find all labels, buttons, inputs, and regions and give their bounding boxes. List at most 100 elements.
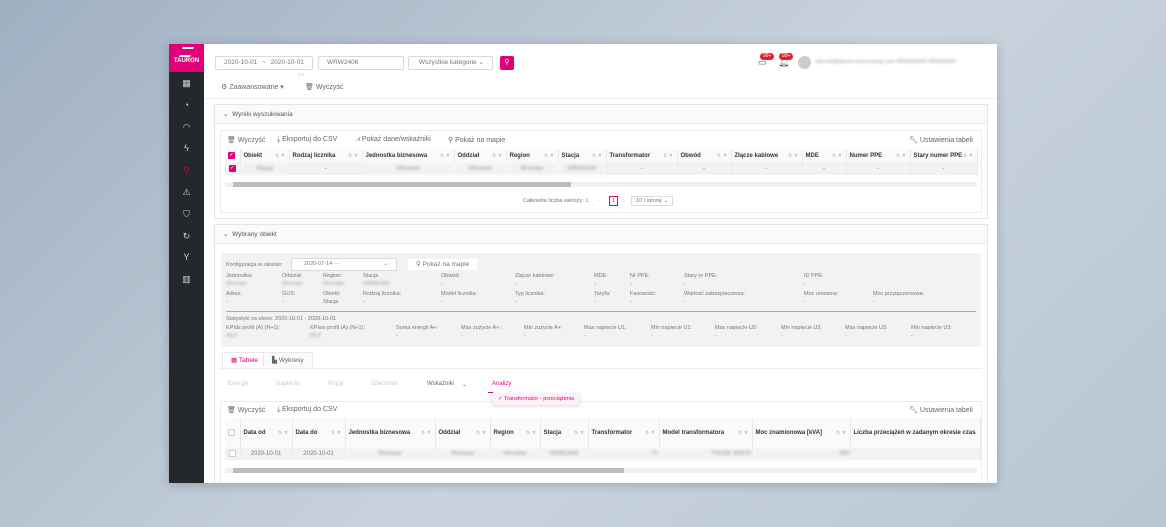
selected-object-header[interactable]: ⌄ Wybrany obiekt <box>215 225 987 244</box>
column-header[interactable]: Obiekt ⇅ ▼ <box>240 149 290 162</box>
clear-search-button[interactable]: 🗑 Wyczyść <box>305 83 343 91</box>
column-header[interactable]: Stary numer PPE ⇅ ▼ <box>910 149 978 162</box>
sort-filter-icon[interactable]: ⇅ ▼ <box>644 430 656 436</box>
config-select[interactable]: 2020-07-14 - - ⌄ <box>291 258 397 271</box>
scrollbar-thumb[interactable] <box>233 468 625 473</box>
tab-tables[interactable]: ▦ Tabele <box>222 352 268 367</box>
sort-filter-icon[interactable]: ⇅ ▼ <box>491 152 503 159</box>
sort-filter-icon[interactable]: ⇅ ▼ <box>835 430 847 436</box>
checkbox[interactable] <box>228 429 235 437</box>
page-size-select[interactable]: 10 / stronę ⌄ <box>631 196 674 206</box>
sub-tab-energie[interactable]: Energie <box>228 381 249 387</box>
table-settings-button[interactable]: 🔧︎ Ustawienia tabeli <box>909 136 973 144</box>
bell-icon[interactable]: 🔔︎ <box>778 57 790 67</box>
user-name[interactable]: blurred@tauron-processing.com 0000000000… <box>816 59 956 65</box>
column-header[interactable]: Transformator ⇅ ▼ <box>606 149 678 162</box>
column-header[interactable]: MDE ⇅ ▼ <box>802 149 847 162</box>
shield-icon[interactable]: ⛉ <box>183 208 190 219</box>
tauron-logo[interactable]: TAURON <box>169 44 204 72</box>
sort-filter-icon[interactable]: ⇅ ▼ <box>274 152 286 159</box>
column-header[interactable]: Region ⇅ ▼ <box>490 418 541 448</box>
column-header[interactable]: Jednostka biznesowa ⇅ ▼ <box>362 149 455 162</box>
row-checkbox-cell[interactable] <box>225 448 241 460</box>
column-header[interactable]: Obwód ⇅ ▼ <box>677 149 732 162</box>
messages-icon[interactable]: ▭ <box>758 57 767 67</box>
sort-filter-icon[interactable]: ⇅ ▼ <box>543 152 555 159</box>
search-button[interactable]: ⚲ <box>500 56 514 70</box>
analysis-export-button[interactable]: ⤓ Eksportuj do CSV <box>277 406 337 414</box>
date-range-picker[interactable]: 2020-10-01 ~ 2020-10-01 ▭ <box>215 56 313 78</box>
object-show-map-button[interactable]: ⚲ Pokaż na mapie <box>407 258 479 271</box>
show-data-button[interactable]: ⩘ Pokaż dane/wskaźniki <box>356 136 431 144</box>
column-header[interactable]: Oddział ⇅ ▼ <box>435 418 491 448</box>
show-map-button[interactable]: ⚲ Pokaż na mapie <box>448 136 505 144</box>
column-header[interactable]: Liczba przeciążeń w zadanym okresie czas <box>850 418 981 448</box>
warning-icon[interactable]: ⚠ <box>182 187 191 197</box>
column-header[interactable]: Oddział ⇅ ▼ <box>454 149 507 162</box>
table-row[interactable]: 2020-10-01 2020-10-01 Wrocław Wrocław Wrocła… <box>225 448 981 460</box>
sort-filter-icon[interactable]: ⇅ ▼ <box>716 152 728 159</box>
export-csv-button[interactable]: ⤓ Eksportuj do CSV <box>277 136 337 144</box>
category-select[interactable]: Wszystkie kategorie ⌄ <box>408 56 493 70</box>
date-to[interactable]: 2020-10-01 <box>270 59 304 66</box>
sort-filter-icon[interactable]: ⇅ ▼ <box>475 430 487 436</box>
row-checkbox-cell[interactable]: ✓ <box>225 162 241 175</box>
gauge-icon[interactable]: ◠ <box>182 121 191 132</box>
search-input[interactable]: WRW2406 <box>318 56 404 70</box>
select-all-checkbox[interactable]: ✓ <box>225 149 241 162</box>
column-header[interactable]: Data od ⇅ ▼ <box>240 418 293 448</box>
sort-filter-icon[interactable]: ⇅ ▼ <box>662 152 674 159</box>
sort-filter-icon[interactable]: ⇅ ▼ <box>420 430 432 436</box>
sub-tab-analizy[interactable]: Analizy <box>492 381 512 387</box>
map-icon[interactable]: ▥ <box>182 274 191 285</box>
column-header[interactable]: Stacja ⇅ ▼ <box>558 149 607 162</box>
analysis-settings-button[interactable]: 🔧︎ Ustawienia tabeli <box>909 406 973 414</box>
column-header[interactable]: Data do ⇅ ▼ <box>292 418 346 448</box>
date-from[interactable]: 2020-10-01 <box>224 59 258 66</box>
column-header[interactable]: Numer PPE ⇅ ▼ <box>846 149 911 162</box>
branch-icon[interactable]: Y <box>183 252 190 263</box>
horizontal-scrollbar[interactable] <box>225 468 977 473</box>
prev-page-icon[interactable]: ‹ <box>599 198 601 204</box>
column-header[interactable]: Złącze kablowe ⇅ ▼ <box>731 149 803 162</box>
sort-filter-icon[interactable]: ⇅ ▼ <box>962 152 974 159</box>
sort-filter-icon[interactable]: ⇅ ▼ <box>591 152 603 159</box>
next-page-icon[interactable]: › <box>623 198 625 204</box>
page-1[interactable]: 1 <box>609 196 619 206</box>
sort-filter-icon[interactable]: ⇅ ▼ <box>347 152 359 159</box>
refresh-icon[interactable]: ↻ <box>182 230 191 241</box>
column-header[interactable]: Jednostka biznesowa ⇅ ▼ <box>345 418 436 448</box>
checkbox[interactable] <box>228 450 236 458</box>
lightning-icon[interactable]: ϟ <box>184 143 189 154</box>
sub-tab-napięcia[interactable]: Napięcia <box>276 381 300 387</box>
column-header[interactable]: Transformator ⇅ ▼ <box>588 418 660 448</box>
tab-charts[interactable]: ▙ Wykresy <box>263 352 313 367</box>
table-row[interactable]: ✓ Stacja - Wrocław Wrocław Wrocław WRW2406- - - -… <box>225 162 978 175</box>
dashboard-icon[interactable]: ▦ <box>182 78 191 88</box>
column-header[interactable]: Region ⇅ ▼ <box>506 149 559 162</box>
advanced-toggle[interactable]: ⚙ Zaawansowane ▾ <box>221 83 284 91</box>
horizontal-scrollbar[interactable] <box>225 182 977 187</box>
select-all-checkbox[interactable] <box>225 418 241 448</box>
sort-filter-icon[interactable]: ⇅ ▼ <box>525 430 537 436</box>
sort-filter-icon[interactable]: ⇅ ▼ <box>330 430 342 436</box>
checkbox[interactable]: ✓ <box>228 151 235 159</box>
analysis-clear-button[interactable]: 🗑 Wyczyść <box>227 407 266 414</box>
analysis-menu-item[interactable]: ✓ Transformator - przeciążenia <box>492 393 581 405</box>
sort-filter-icon[interactable]: ⇅ ▼ <box>831 152 843 159</box>
sort-filter-icon[interactable]: ⇅ ▼ <box>895 152 907 159</box>
sort-filter-icon[interactable]: ⇅ ▼ <box>439 152 451 159</box>
sort-filter-icon[interactable]: ⇅ ▼ <box>787 152 799 159</box>
checkbox[interactable]: ✓ <box>228 164 236 172</box>
column-header[interactable]: Stacja ⇅ ▼ <box>540 418 589 448</box>
sort-filter-icon[interactable]: ⇅ ▼ <box>573 430 585 436</box>
sub-tab-wskaźniki[interactable]: Wskaźniki <box>427 381 455 387</box>
sort-filter-icon[interactable]: ⇅ ▼ <box>737 430 749 436</box>
sub-tab-zdarzenia[interactable]: Zdarzenia <box>371 381 398 387</box>
column-header[interactable]: Moc znamionowa [kVA] ⇅ ▼ <box>752 418 851 448</box>
search-results-header[interactable]: ⌄ Wyniki wyszukiwania <box>215 105 987 124</box>
column-header[interactable]: Rodzaj licznika ⇅ ▼ <box>289 149 363 162</box>
column-header[interactable]: Model transformatora ⇅ ▼ <box>659 418 753 448</box>
scrollbar-thumb[interactable] <box>233 182 572 187</box>
map-pin-icon[interactable]: ⚲ <box>183 165 190 176</box>
